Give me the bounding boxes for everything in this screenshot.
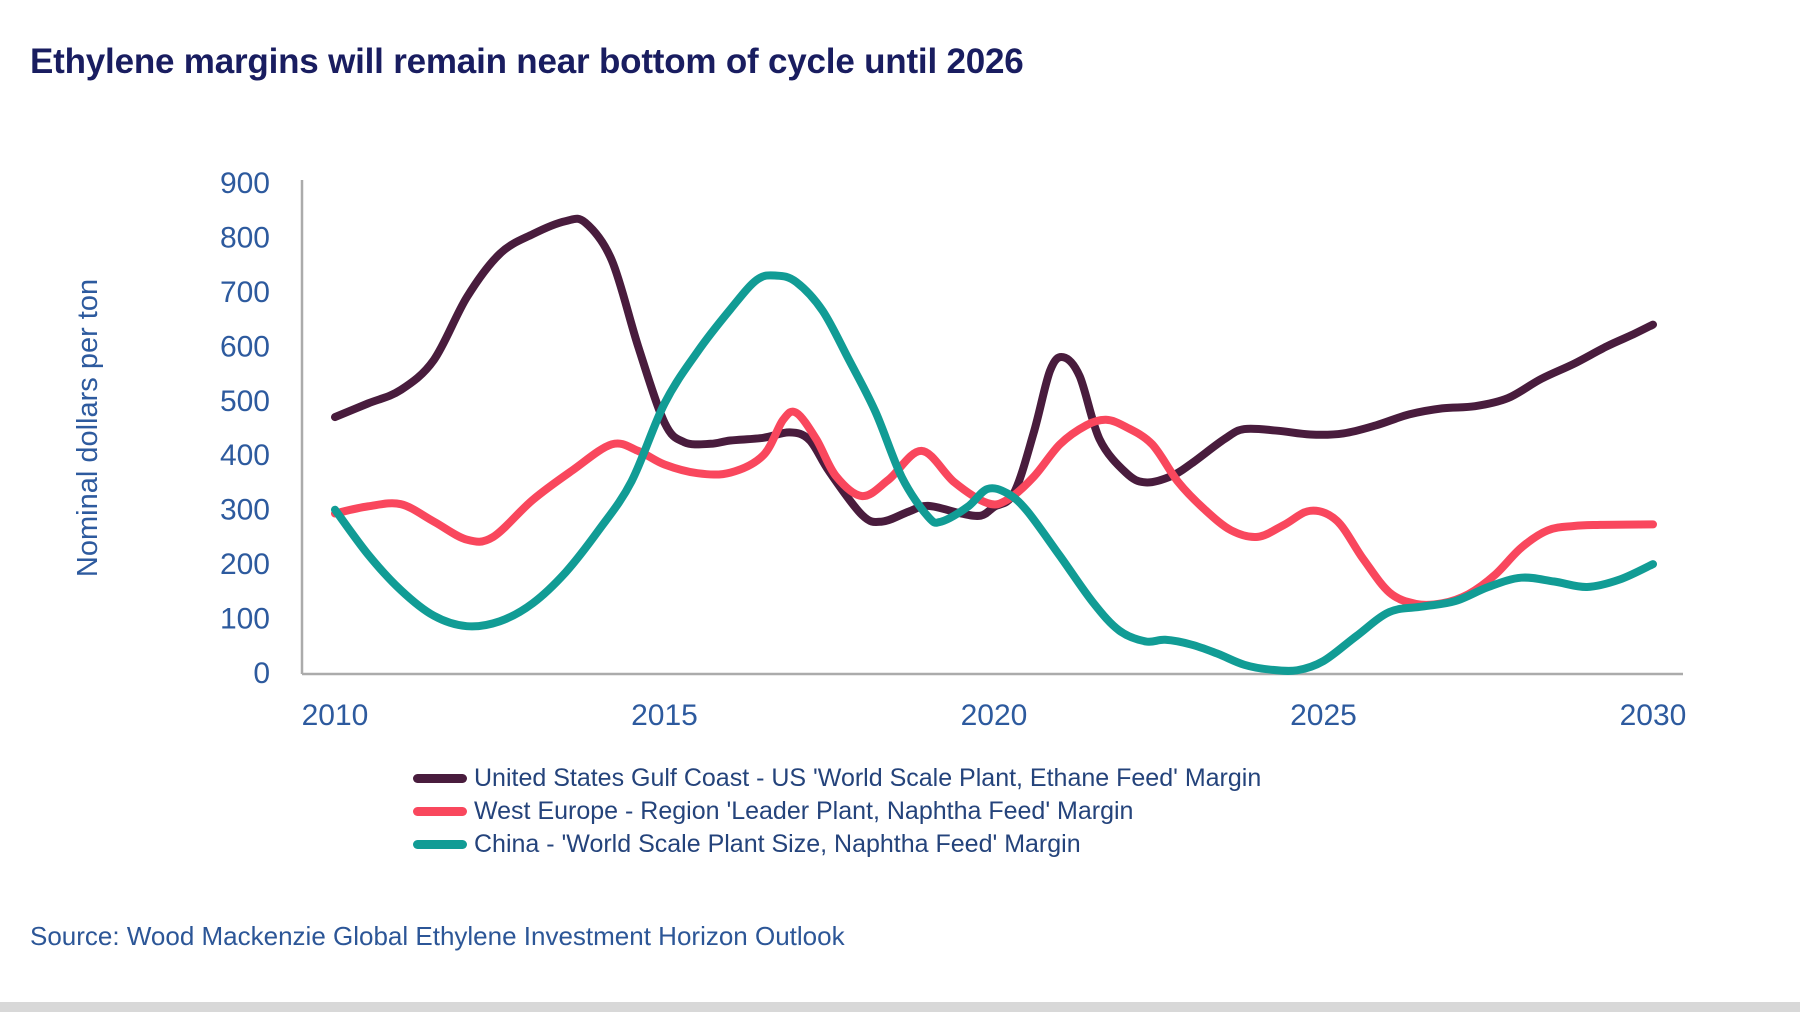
x-tick-label: 2015 — [631, 699, 698, 732]
y-tick-label: 400 — [220, 439, 270, 472]
legend-label-china: China - 'World Scale Plant Size, Naphtha… — [474, 830, 1081, 858]
legend-swatch-china — [413, 840, 467, 849]
x-tick-label: 2020 — [961, 699, 1028, 732]
series-line-us-gulf-coast — [331, 214, 1657, 527]
axis-lines — [300, 180, 1683, 676]
y-axis-title: Nominal dollars per ton — [72, 279, 104, 577]
y-tick-label: 500 — [220, 385, 270, 418]
legend-item-west-europe: West Europe - Region 'Leader Plant, Naph… — [413, 795, 1261, 828]
chart-title: Ethylene margins will remain near bottom… — [30, 42, 1024, 81]
y-tick-label: 700 — [220, 276, 270, 309]
legend-item-us-gulf-coast: United States Gulf Coast - US 'World Sca… — [413, 762, 1261, 795]
legend-label-west-europe: West Europe - Region 'Leader Plant, Naph… — [474, 797, 1134, 825]
chart-legend: United States Gulf Coast - US 'World Sca… — [413, 762, 1261, 861]
legend-item-china: China - 'World Scale Plant Size, Naphtha… — [413, 828, 1261, 861]
series-line-china — [331, 271, 1657, 675]
y-tick-label: 900 — [220, 167, 270, 200]
legend-swatch-us-gulf-coast — [413, 774, 467, 783]
y-tick-label: 100 — [220, 603, 270, 636]
x-tick-label: 2010 — [302, 699, 369, 732]
series-line-west-europe — [331, 407, 1657, 609]
bottom-edge-strip — [0, 1002, 1800, 1012]
y-tick-label: 300 — [220, 494, 270, 527]
legend-label-us-gulf-coast: United States Gulf Coast - US 'World Sca… — [474, 764, 1262, 792]
x-tick-label: 2025 — [1290, 699, 1357, 732]
y-tick-label: 0 — [253, 657, 270, 690]
x-tick-label: 2030 — [1620, 699, 1687, 732]
y-tick-label: 800 — [220, 221, 270, 254]
y-tick-label: 600 — [220, 330, 270, 363]
y-tick-label: 200 — [220, 548, 270, 581]
source-note: Source: Wood Mackenzie Global Ethylene I… — [30, 921, 845, 951]
legend-swatch-west-europe — [413, 807, 467, 816]
